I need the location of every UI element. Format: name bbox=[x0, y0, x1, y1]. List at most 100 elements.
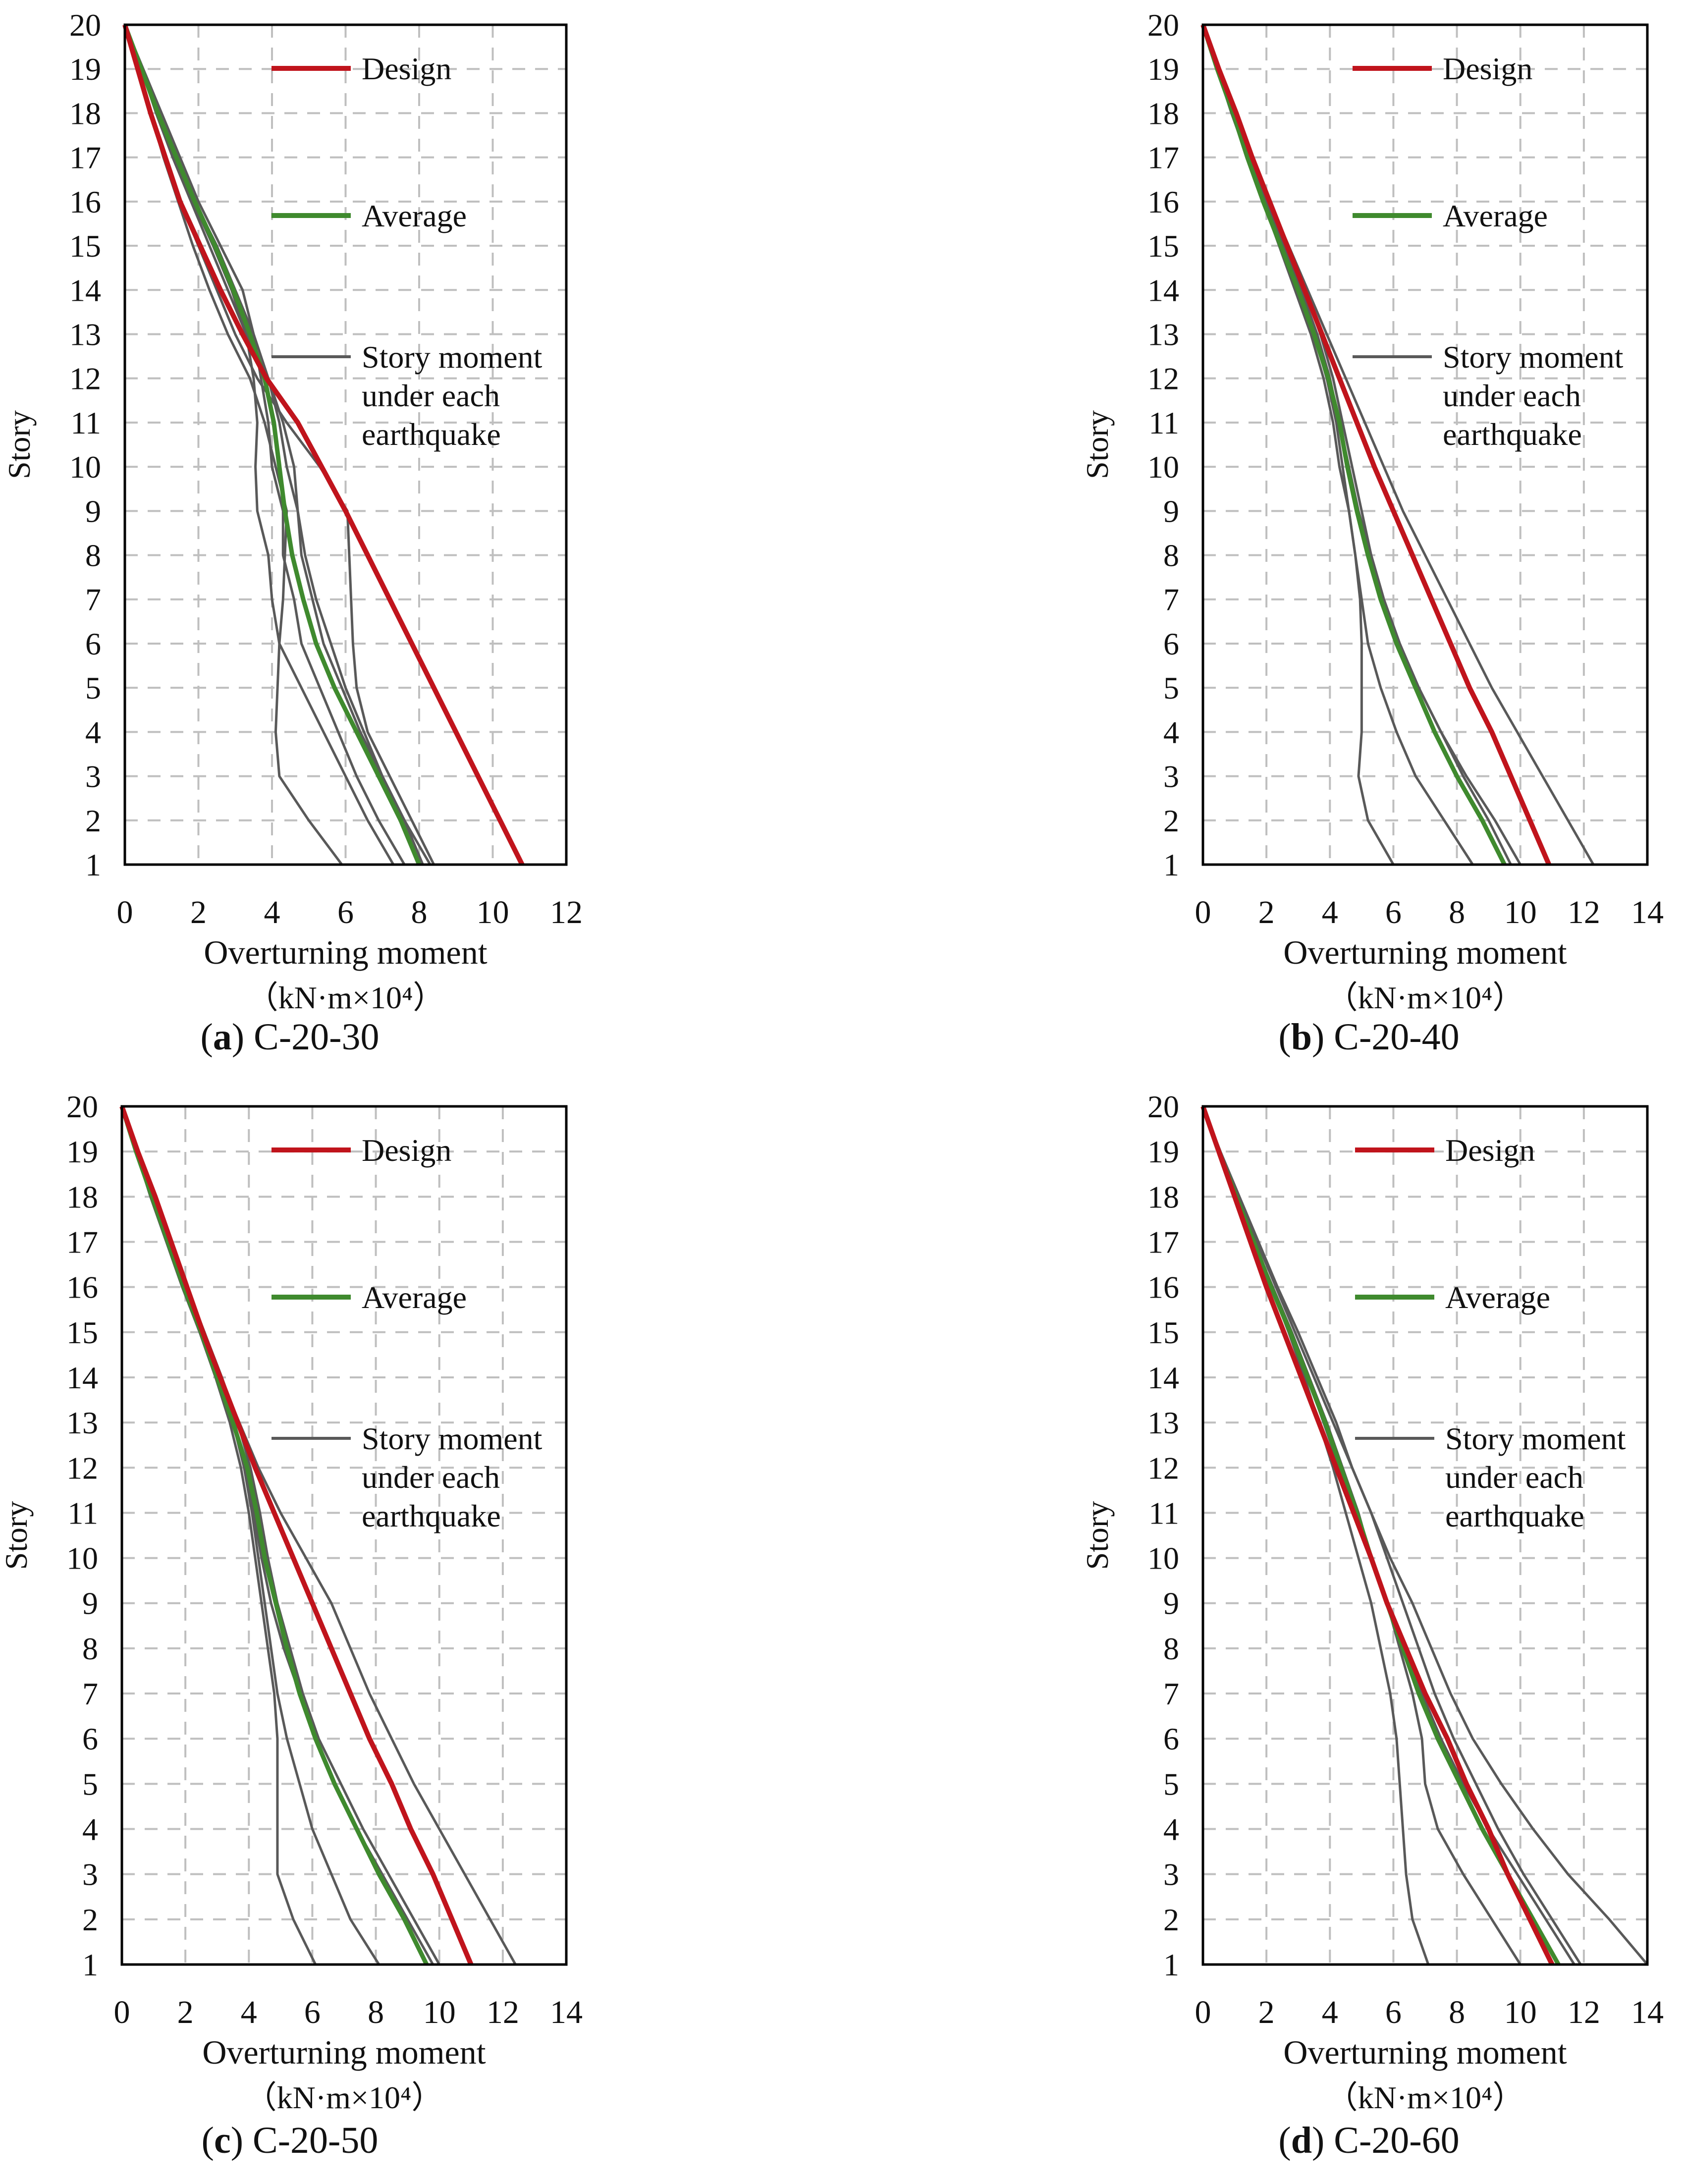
y-tick-label: 2 bbox=[1163, 1902, 1179, 1937]
x-tick-label: 12 bbox=[550, 894, 583, 930]
y-tick-label: 1 bbox=[85, 847, 101, 882]
y-tick-label: 9 bbox=[85, 493, 101, 529]
y-tick-label: 16 bbox=[66, 1270, 98, 1305]
y-tick-label: 12 bbox=[69, 361, 101, 396]
y-tick-label: 18 bbox=[69, 96, 101, 131]
gridlines bbox=[1203, 25, 1647, 865]
y-tick-label: 4 bbox=[85, 714, 101, 750]
y-axis-title: Story bbox=[0, 1501, 34, 1570]
x-axis-title: Overturning moment bbox=[204, 933, 487, 971]
y-tick-label: 14 bbox=[1147, 1360, 1179, 1395]
series-line-eq5 bbox=[1201, 1106, 1648, 1966]
legend-design-label: Design bbox=[1445, 1133, 1535, 1168]
y-tick-label: 5 bbox=[82, 1766, 98, 1802]
legend-each-line: Story moment bbox=[362, 339, 543, 375]
x-tick-label: 8 bbox=[1449, 894, 1465, 930]
y-tick-label: 1 bbox=[82, 1947, 98, 1982]
y-tick-label: 11 bbox=[1148, 405, 1179, 440]
legend-average-label: Average bbox=[362, 198, 467, 233]
x-tick-labels: 0 2 4 6 8 10 12 bbox=[117, 894, 583, 930]
y-tick-label: 17 bbox=[69, 140, 101, 175]
x-tick-label: 0 bbox=[1195, 894, 1211, 930]
y-tick-label: 7 bbox=[85, 582, 101, 617]
design-line bbox=[119, 1105, 474, 1966]
y-tick-label: 6 bbox=[82, 1721, 98, 1756]
y-tick-label: 12 bbox=[1147, 1450, 1179, 1485]
y-tick-label: 2 bbox=[85, 803, 101, 838]
y-tick-label: 9 bbox=[82, 1586, 98, 1621]
y-tick-label: 8 bbox=[1163, 1631, 1179, 1666]
caption-letter: c bbox=[214, 2120, 231, 2161]
legend-each-line: Story moment bbox=[1443, 339, 1624, 375]
y-tick-label: 15 bbox=[1147, 228, 1179, 264]
x-tick-label: 6 bbox=[304, 1994, 321, 2030]
legend-average-label: Average bbox=[362, 1280, 467, 1315]
legend-design-label: Design bbox=[362, 51, 451, 86]
y-tick-label: 18 bbox=[66, 1179, 98, 1214]
caption-paren-close: ) bbox=[1312, 1016, 1334, 1058]
caption-letter: d bbox=[1291, 2120, 1312, 2161]
y-tick-label: 19 bbox=[1147, 52, 1179, 87]
x-tick-label: 4 bbox=[1322, 1994, 1338, 2030]
caption-paren-open: ( bbox=[201, 1016, 213, 1058]
design-line bbox=[1200, 1105, 1555, 1966]
y-tick-label: 16 bbox=[1147, 1270, 1179, 1305]
caption-letter: a bbox=[213, 1016, 232, 1058]
series-line-eq4 bbox=[1201, 1106, 1582, 1966]
x-tick-label: 4 bbox=[1322, 894, 1338, 930]
y-tick-label: 9 bbox=[1163, 493, 1179, 529]
y-axis-title: Story bbox=[1080, 410, 1115, 479]
x-tick-label: 8 bbox=[411, 894, 428, 930]
y-tick-label: 18 bbox=[1147, 96, 1179, 131]
y-tick-label: 13 bbox=[1147, 1405, 1179, 1440]
gridlines bbox=[1203, 1106, 1647, 1965]
y-tick-label: 8 bbox=[1163, 538, 1179, 573]
y-tick-label: 6 bbox=[1163, 626, 1179, 661]
y-tick-label: 20 bbox=[1147, 1089, 1179, 1124]
x-tick-label: 10 bbox=[423, 1994, 456, 2030]
x-tick-label: 0 bbox=[117, 894, 133, 930]
legend: Design Average Story moment under each earth… bbox=[1353, 51, 1624, 452]
y-tick-label: 11 bbox=[1148, 1495, 1179, 1530]
x-tick-label: 2 bbox=[177, 1994, 194, 2030]
y-tick-label: 8 bbox=[82, 1631, 98, 1666]
x-tick-label: 2 bbox=[1258, 894, 1275, 930]
y-tick-label: 10 bbox=[69, 449, 101, 485]
y-tick-label: 14 bbox=[69, 273, 101, 308]
y-tick-label: 12 bbox=[66, 1450, 98, 1485]
legend-each-line: under each bbox=[1445, 1460, 1583, 1495]
y-tick-label: 16 bbox=[69, 184, 101, 219]
legend-each-line: Story moment bbox=[362, 1421, 543, 1456]
caption-paren-open: ( bbox=[202, 2120, 214, 2161]
caption-paren-open: ( bbox=[1278, 2120, 1291, 2161]
x-tick-label: 12 bbox=[1568, 1994, 1600, 2030]
legend-each-line: earthquake bbox=[1445, 1498, 1584, 1533]
legend-each-label: Story moment under each earthquake bbox=[1443, 339, 1624, 452]
y-tick-label: 9 bbox=[1163, 1586, 1179, 1621]
y-tick-label: 19 bbox=[1147, 1134, 1179, 1169]
y-tick-label: 13 bbox=[1147, 317, 1179, 352]
legend-each-line: earthquake bbox=[362, 1498, 501, 1533]
legend-design-label: Design bbox=[1443, 51, 1532, 86]
y-tick-label: 12 bbox=[1147, 361, 1179, 396]
y-tick-label: 17 bbox=[1147, 1224, 1179, 1259]
average-line bbox=[1200, 24, 1507, 866]
x-tick-label: 6 bbox=[1385, 894, 1402, 930]
y-tick-label: 10 bbox=[1147, 449, 1179, 485]
caption-name: C-20-40 bbox=[1334, 1016, 1459, 1058]
x-tick-label: 8 bbox=[1449, 1994, 1465, 2030]
y-tick-label: 11 bbox=[70, 405, 101, 440]
panel-b: 0 2 4 6 8 10 12 1412345678910111213141516171819… bbox=[1080, 7, 1664, 1058]
legend-average-label: Average bbox=[1443, 198, 1548, 233]
y-tick-label: 18 bbox=[1147, 1179, 1179, 1214]
y-tick-label: 5 bbox=[85, 670, 101, 706]
y-tick-label: 7 bbox=[1163, 582, 1179, 617]
x-tick-labels: 0 2 4 6 8 10 12 14 bbox=[114, 1994, 583, 2030]
panel-c: 0 2 4 6 8 10 12 1412345678910111213141516171819… bbox=[0, 1089, 583, 2161]
y-tick-label: 4 bbox=[82, 1812, 98, 1847]
series-line-eq3 bbox=[1201, 1106, 1576, 1966]
